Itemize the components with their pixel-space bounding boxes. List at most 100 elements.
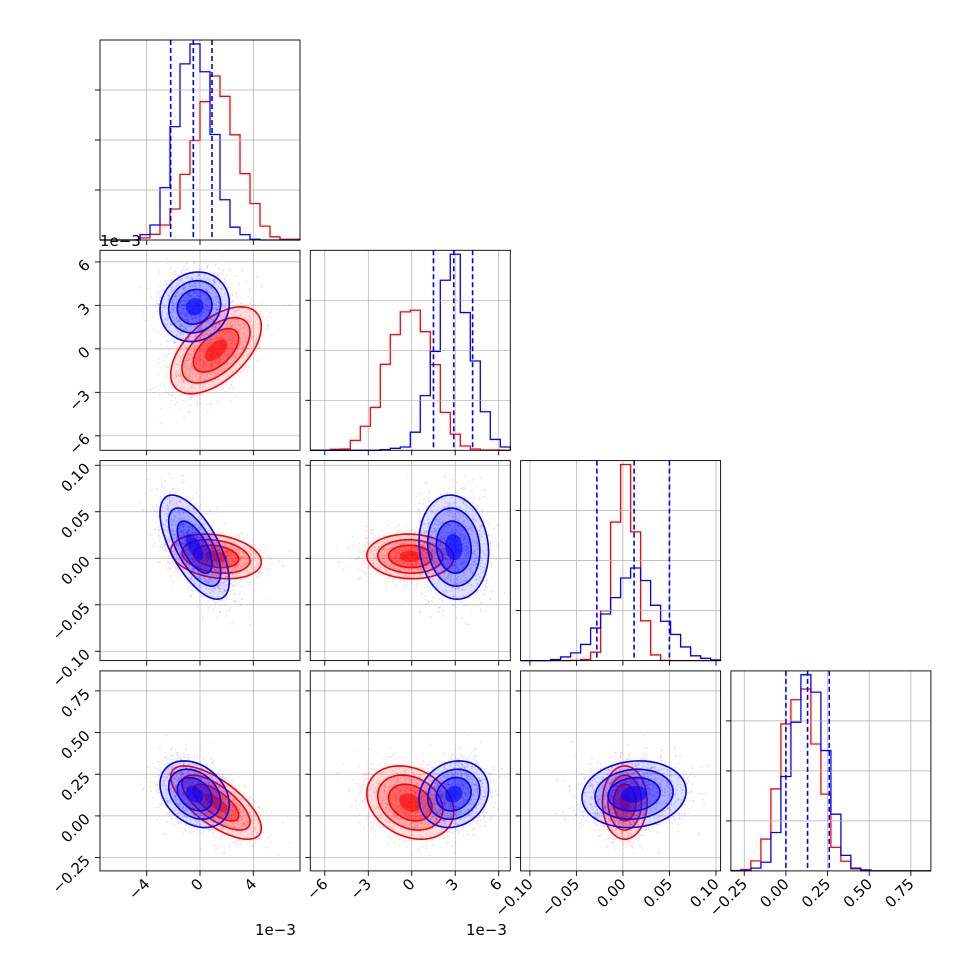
sample-point-red <box>227 561 229 563</box>
sample-point-red <box>189 398 192 401</box>
sample-point-blue <box>199 504 202 507</box>
sample-point-red <box>159 560 162 563</box>
sample-point-blue <box>196 284 199 287</box>
sample-point-blue <box>181 323 183 325</box>
sample-point-blue <box>194 317 197 319</box>
sample-point-blue <box>208 318 211 321</box>
sample-point-blue <box>164 318 167 321</box>
sample-point-red <box>239 371 242 374</box>
sample-point-red <box>223 550 226 553</box>
sample-point-red <box>246 569 249 571</box>
sample-point-red <box>266 324 269 326</box>
sample-point-red <box>199 336 201 338</box>
sample-point-red <box>267 556 270 559</box>
sample-point-blue <box>206 309 209 311</box>
sample-point-blue <box>190 328 192 331</box>
sample-point-red <box>201 560 204 562</box>
sample-point-red <box>191 556 193 559</box>
sample-point-blue <box>171 307 174 310</box>
sample-point-red <box>189 335 192 338</box>
sample-point-blue <box>199 291 202 294</box>
sample-point-blue <box>204 298 207 301</box>
sample-point-blue <box>201 311 204 314</box>
sample-point-blue <box>186 318 188 321</box>
sample-point-blue <box>193 262 196 264</box>
sample-point-blue <box>234 275 237 278</box>
sample-point-red <box>205 345 208 348</box>
sample-point-blue <box>168 291 171 294</box>
sample-point-red <box>230 384 233 386</box>
sample-point-red <box>219 358 221 361</box>
sample-point-red <box>211 363 214 366</box>
sample-point-red <box>184 542 187 545</box>
sample-point-red <box>201 543 204 546</box>
sample-point-red <box>233 346 236 349</box>
sample-point-blue <box>206 297 209 300</box>
sample-point-red <box>260 567 263 570</box>
sample-point-blue <box>214 281 217 284</box>
sample-point-red <box>241 562 244 565</box>
sample-point-blue <box>169 561 171 564</box>
sample-point-red <box>236 309 239 312</box>
panel-frame <box>99 249 301 451</box>
sample-point-red <box>212 536 215 539</box>
sample-point-red <box>232 572 235 575</box>
sample-point-red <box>215 546 218 549</box>
sample-point-blue <box>182 304 185 306</box>
sample-point-red <box>260 300 263 303</box>
sample-point-red <box>255 348 258 351</box>
sample-point-blue <box>238 600 240 603</box>
sample-point-red <box>230 545 233 547</box>
sample-point-red <box>160 536 162 539</box>
sample-point-blue <box>172 305 175 308</box>
sample-point-red <box>147 545 150 548</box>
sample-point-red <box>253 342 256 345</box>
sample-point-blue <box>191 290 194 293</box>
sample-point-red <box>190 365 193 368</box>
sample-point-red <box>233 343 236 345</box>
sample-point-blue <box>193 295 195 298</box>
sample-point-blue <box>201 311 204 313</box>
sample-point-blue <box>197 294 200 296</box>
sample-point-red <box>239 314 242 317</box>
sample-point-red <box>183 371 185 374</box>
sample-point-red <box>188 411 191 413</box>
sample-point-red <box>195 375 198 378</box>
sample-point-red <box>235 564 238 567</box>
sample-point-red <box>191 384 193 387</box>
sample-point-blue <box>194 335 197 338</box>
sample-point-red <box>217 360 220 363</box>
histogram-panel-1 <box>305 249 511 456</box>
sample-point-red <box>228 338 231 341</box>
sample-point-red <box>224 373 227 376</box>
sample-point-red <box>219 532 222 535</box>
sample-point-red <box>171 391 174 394</box>
sample-point-red <box>216 369 219 372</box>
sample-point-red <box>162 385 165 388</box>
sample-point-red <box>244 337 247 339</box>
sample-point-blue <box>153 509 156 512</box>
sample-point-blue <box>152 506 155 509</box>
sample-point-red <box>254 546 257 549</box>
sample-point-red <box>190 361 192 364</box>
sample-point-blue <box>204 313 207 316</box>
sample-point-blue <box>208 279 210 281</box>
sample-point-red <box>241 337 244 340</box>
sample-point-blue <box>178 311 181 314</box>
sample-point-red <box>240 556 243 559</box>
sample-point-red <box>243 326 246 328</box>
sample-point-red <box>159 384 162 387</box>
sample-point-blue <box>213 295 216 298</box>
sample-point-blue <box>204 302 207 305</box>
sample-point-blue <box>205 283 208 286</box>
sample-point-red <box>228 554 231 557</box>
sample-point-red <box>253 324 256 327</box>
sample-point-red <box>173 328 176 331</box>
sample-point-red <box>206 344 209 347</box>
sample-point-blue <box>248 302 251 305</box>
sample-point-blue <box>180 324 182 327</box>
sample-point-red <box>240 584 243 587</box>
sample-point-red <box>226 334 228 337</box>
sample-point-blue <box>213 281 216 283</box>
sample-point-red <box>230 562 233 565</box>
